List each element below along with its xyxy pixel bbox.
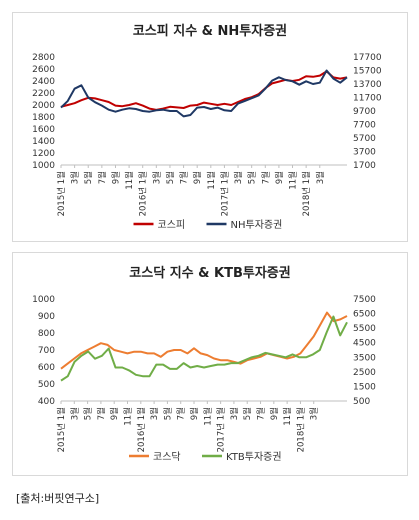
y-left-tick-label: 400 [38, 397, 55, 407]
series-line [60, 69, 348, 118]
y-right-tick-label: 17700 [353, 53, 382, 63]
x-tick-label: 3월 [233, 171, 244, 184]
x-tick-label: 5월 [242, 407, 253, 420]
x-tick-label: 7월 [97, 171, 108, 184]
x-tick-label: 11월 [202, 407, 213, 426]
chart-title: 코스닥 지수 & KTB투자증권 [129, 265, 290, 281]
x-tick-label: 5월 [247, 171, 258, 184]
x-tick-label: 2015년 1월 [56, 407, 67, 452]
x-tick-label: 11월 [206, 171, 217, 190]
x-tick-label: 2017년 1월 [219, 171, 230, 216]
x-tick-label: 3월 [309, 407, 320, 420]
x-tick-label: 7월 [260, 171, 271, 184]
legend-label: 코스피 [158, 219, 186, 231]
x-tick-label: 7월 [96, 407, 107, 420]
y-right-tick-label: 1500 [353, 382, 376, 392]
y-right-tick-label: 2500 [353, 368, 376, 378]
y-left-tick-label: 2400 [32, 77, 55, 87]
y-right-tick-label: 5500 [353, 324, 376, 334]
y-right-tick-label: 3500 [353, 353, 376, 363]
x-tick-label: 2015년 1월 [56, 171, 67, 216]
x-tick-label: 3월 [151, 171, 162, 184]
x-tick-label: 2018년 1월 [301, 171, 312, 216]
y-right-tick-label: 15700 [353, 67, 382, 77]
legend-label: KTB투자증권 [226, 451, 282, 463]
x-tick-label: 2016년 1월 [136, 407, 147, 452]
y-right-tick-label: 1700 [353, 161, 376, 171]
x-tick-label: 11월 [124, 171, 135, 190]
y-left-tick-label: 900 [38, 312, 55, 322]
y-right-tick-label: 11700 [353, 94, 382, 104]
x-tick-label: 11월 [123, 407, 134, 426]
y-left-tick-label: 2200 [32, 89, 55, 99]
y-right-tick-label: 7700 [353, 121, 376, 131]
y-right-tick-label: 500 [353, 397, 370, 407]
x-tick-label: 3월 [69, 407, 80, 420]
y-left-tick-label: 1600 [32, 125, 55, 135]
x-tick-label: 5월 [165, 171, 176, 184]
y-right-tick-label: 7500 [353, 295, 376, 305]
x-tick-label: 5월 [83, 407, 94, 420]
x-tick-label: 9월 [274, 171, 285, 184]
x-tick-label: 2018년 1월 [295, 407, 306, 452]
x-tick-label: 2017년 1월 [216, 407, 227, 452]
y-right-tick-label: 13700 [353, 80, 382, 90]
source-note: [출처:버핏연구소] [16, 492, 100, 505]
x-tick-label: 5월 [83, 171, 94, 184]
x-tick-label: 3월 [315, 171, 326, 184]
x-tick-label: 3월 [149, 407, 160, 420]
series-line [60, 315, 348, 382]
legend-label: NH투자증권 [231, 219, 283, 231]
y-left-tick-label: 800 [38, 329, 55, 339]
legend-label: 코스닥 [153, 451, 181, 463]
y-left-tick-label: 2000 [32, 101, 55, 111]
chart-panel-kospi: 코스피 지수 & NH투자증권 1000 1200 1400 1600 1800 2000 2… [12, 12, 408, 242]
x-tick-label: 9월 [192, 171, 203, 184]
y-left-tick-label: 1200 [32, 149, 55, 159]
y-right-tick-label: 9700 [353, 107, 376, 117]
series-line [60, 311, 348, 370]
y-left-tick-label: 600 [38, 363, 55, 373]
x-tick-label: 11월 [288, 171, 299, 190]
y-left-tick-label: 1000 [32, 295, 55, 305]
y-left-tick-label: 2600 [32, 65, 55, 75]
y-right-tick-label: 4500 [353, 339, 376, 349]
y-left-tick-label: 2800 [32, 53, 55, 63]
y-right-tick-label: 5700 [353, 134, 376, 144]
y-right-tick-label: 3700 [353, 148, 376, 158]
y-left-tick-label: 500 [38, 380, 55, 390]
x-tick-label: 3월 [70, 171, 81, 184]
x-tick-label: 9월 [110, 171, 121, 184]
chart-kosdaq-ktb: 코스닥 지수 & KTB투자증권 400 500 600 700 800 900 1000 50… [32, 265, 376, 463]
chart-title: 코스피 지수 & NH투자증권 [133, 24, 287, 39]
x-tick-label: 7월 [256, 407, 267, 420]
x-tick-label: 9월 [269, 407, 280, 420]
x-tick-label: 7월 [179, 171, 190, 184]
x-tick-label: 3월 [229, 407, 240, 420]
y-right-tick-label: 6500 [353, 310, 376, 320]
y-left-tick-label: 1800 [32, 113, 55, 123]
x-tick-label: 7월 [176, 407, 187, 420]
x-tick-label: 2016년 1월 [138, 171, 149, 216]
chart-panel-kosdaq: 코스닥 지수 & KTB투자증권 400 500 600 700 800 900 1000 50… [12, 252, 408, 476]
y-left-tick-label: 700 [38, 346, 55, 356]
y-left-tick-label: 1000 [32, 161, 55, 171]
series-line [60, 70, 348, 111]
x-tick-label: 9월 [109, 407, 120, 420]
x-tick-label: 5월 [162, 407, 173, 420]
y-left-tick-label: 1400 [32, 137, 55, 147]
chart-kospi-nh: 코스피 지수 & NH투자증권 1000 1200 1400 1600 1800 2000 2… [32, 24, 382, 231]
x-tick-label: 9월 [189, 407, 200, 420]
x-tick-label: 11월 [282, 407, 293, 426]
